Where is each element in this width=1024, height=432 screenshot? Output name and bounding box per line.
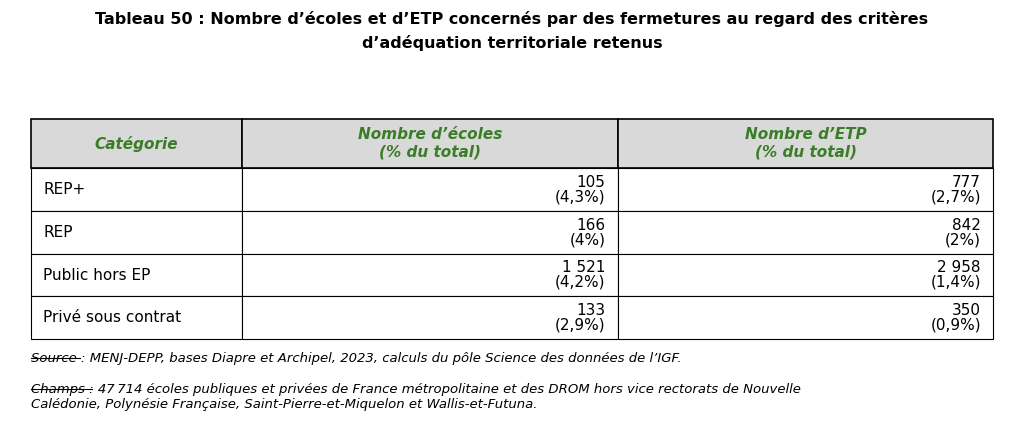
Text: (4%): (4%)	[569, 232, 605, 247]
Text: 105: 105	[577, 175, 605, 190]
Text: Source : MENJ-DEPP, bases Diapre et Archipel, 2023, calculs du pôle Science des : Source : MENJ-DEPP, bases Diapre et Arch…	[31, 352, 681, 365]
Text: Public hors EP: Public hors EP	[43, 267, 151, 283]
Text: Nombre d’ETP
(% du total): Nombre d’ETP (% du total)	[744, 127, 866, 160]
Text: 133: 133	[577, 303, 605, 318]
Text: Catégorie: Catégorie	[95, 136, 178, 152]
Text: 842: 842	[952, 218, 981, 233]
Text: 777: 777	[952, 175, 981, 190]
Text: (1,4%): (1,4%)	[931, 275, 981, 290]
Text: 2 958: 2 958	[938, 260, 981, 275]
Text: 350: 350	[952, 303, 981, 318]
Text: (2,9%): (2,9%)	[555, 318, 605, 333]
Text: (4,3%): (4,3%)	[555, 190, 605, 204]
Text: Champs : 47 714 écoles publiques et privées de France métropolitaine et des DROM: Champs : 47 714 écoles publiques et priv…	[31, 383, 801, 411]
Text: (0,9%): (0,9%)	[931, 318, 981, 333]
Text: 166: 166	[577, 218, 605, 233]
Text: (2,7%): (2,7%)	[931, 190, 981, 204]
Text: d’adéquation territoriale retenus: d’adéquation territoriale retenus	[361, 35, 663, 51]
Text: (2%): (2%)	[945, 232, 981, 247]
Text: Privé sous contrat: Privé sous contrat	[43, 310, 181, 325]
Text: 1 521: 1 521	[562, 260, 605, 275]
Text: Tableau 50 : Nombre d’écoles et d’ETP concernés par des fermetures au regard des: Tableau 50 : Nombre d’écoles et d’ETP co…	[95, 11, 929, 27]
Text: REP+: REP+	[43, 182, 85, 197]
Text: (4,2%): (4,2%)	[555, 275, 605, 290]
Text: Nombre d’écoles
(% du total): Nombre d’écoles (% du total)	[358, 127, 503, 160]
Text: REP: REP	[43, 225, 73, 240]
